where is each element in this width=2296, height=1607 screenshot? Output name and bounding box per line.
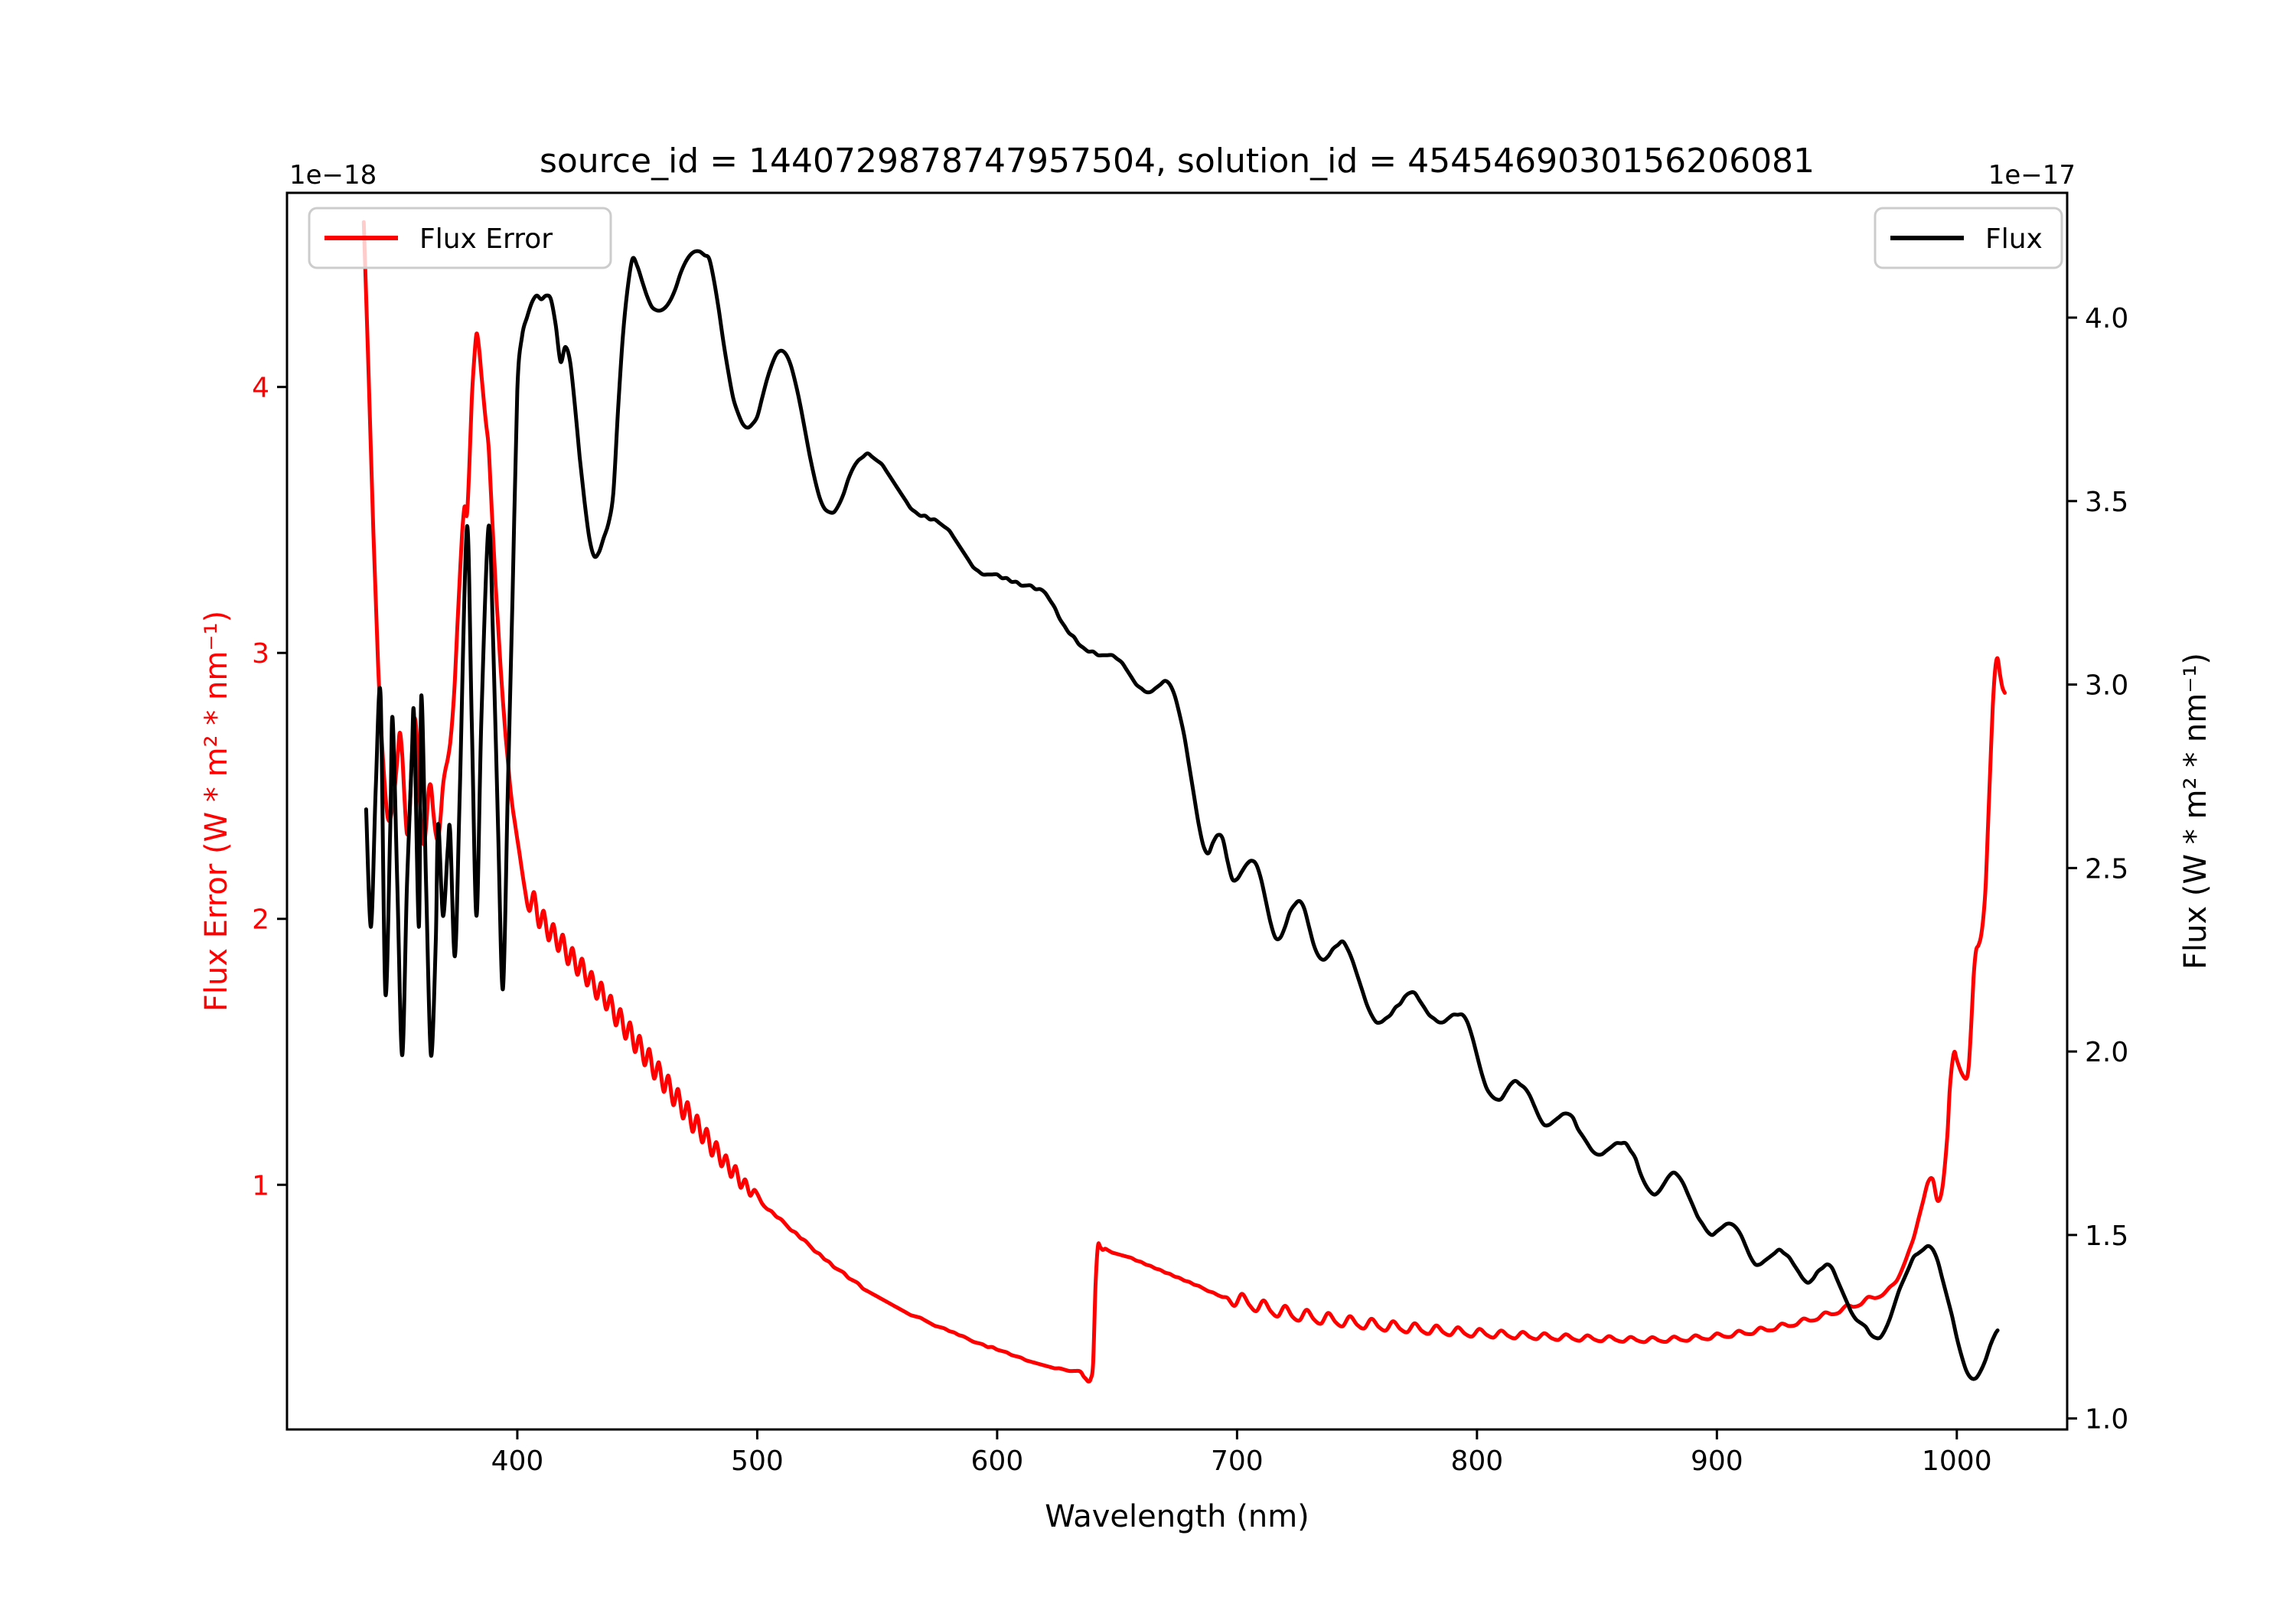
legend-flux-error-box bbox=[308, 207, 612, 269]
y-right-tick-label: 2.5 bbox=[2085, 853, 2128, 885]
ticks-layer: 400 500 600 700 800 900 1000 1 2 3 4 1.0 1.5 2.0 2.5 3.… bbox=[252, 303, 2128, 1477]
plot-title: source_id = 1440729878747957504, solutio… bbox=[540, 142, 1815, 181]
legend-flux-box bbox=[1874, 207, 2063, 269]
y-right-tick-label: 4.0 bbox=[2085, 303, 2128, 334]
y-left-axis-label: Flux Error (W * m² * nm⁻¹) bbox=[199, 611, 234, 1012]
right-axis-offset: 1e−17 bbox=[1988, 160, 2076, 191]
x-tick-label: 500 bbox=[731, 1446, 784, 1477]
y-right-tick-label: 3.5 bbox=[2085, 487, 2128, 518]
y-left-tick-label: 2 bbox=[252, 905, 269, 936]
legend-flux-label: Flux bbox=[1985, 223, 2043, 255]
curves-layer bbox=[361, 220, 2007, 1384]
x-tick-label: 800 bbox=[1450, 1446, 1503, 1477]
plot-border bbox=[285, 191, 2069, 1431]
y-right-tick-label: 1.5 bbox=[2085, 1221, 2128, 1252]
y-left-tick-label: 1 bbox=[252, 1170, 269, 1201]
y-right-tick-label: 1.0 bbox=[2085, 1404, 2128, 1436]
left-axis-offset: 1e−18 bbox=[289, 160, 377, 191]
legend-flux-error: Flux Error bbox=[308, 207, 612, 269]
y-right-tick-label: 3.0 bbox=[2085, 670, 2128, 702]
x-tick-label: 400 bbox=[491, 1446, 544, 1477]
x-tick-label: 900 bbox=[1691, 1446, 1743, 1477]
x-tick-label: 1000 bbox=[1922, 1446, 1992, 1477]
legend-flux-error-label: Flux Error bbox=[419, 223, 553, 255]
legend-flux: Flux bbox=[1874, 207, 2063, 269]
x-axis-label: Wavelength (nm) bbox=[1045, 1499, 1309, 1534]
x-tick-label: 600 bbox=[971, 1446, 1024, 1477]
y-left-tick-label: 3 bbox=[252, 638, 269, 670]
y-right-axis-label: Flux (W * m² * nm⁻¹) bbox=[2178, 653, 2213, 970]
x-tick-label: 700 bbox=[1211, 1446, 1264, 1477]
y-right-tick-label: 2.0 bbox=[2085, 1037, 2128, 1068]
flux-line bbox=[364, 249, 2000, 1381]
y-left-tick-label: 4 bbox=[252, 373, 269, 404]
